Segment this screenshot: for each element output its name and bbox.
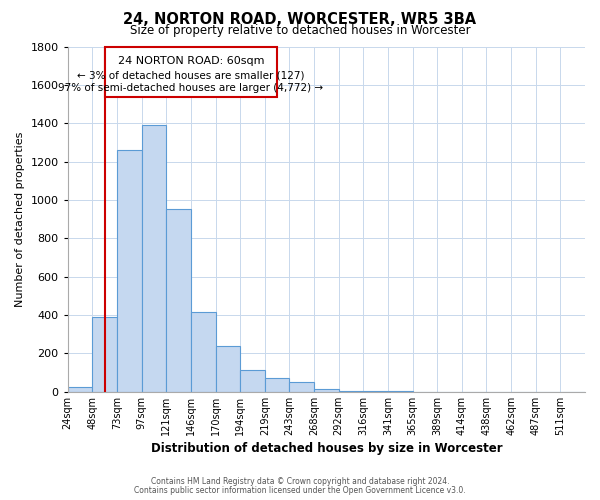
Text: 24, NORTON ROAD, WORCESTER, WR5 3BA: 24, NORTON ROAD, WORCESTER, WR5 3BA: [124, 12, 476, 28]
Bar: [215, 346, 240, 392]
X-axis label: Distribution of detached houses by size in Worcester: Distribution of detached houses by size …: [151, 442, 502, 455]
Bar: [314, 388, 338, 392]
Bar: [338, 390, 364, 392]
Bar: [166, 210, 191, 392]
Text: 24 NORTON ROAD: 60sqm: 24 NORTON ROAD: 60sqm: [118, 56, 264, 66]
Y-axis label: Number of detached properties: Number of detached properties: [15, 132, 25, 306]
Text: 97% of semi-detached houses are larger (4,772) →: 97% of semi-detached houses are larger (…: [58, 83, 323, 93]
Bar: [364, 390, 388, 392]
Text: Contains public sector information licensed under the Open Government Licence v3: Contains public sector information licen…: [134, 486, 466, 495]
Bar: [92, 317, 117, 392]
Text: ← 3% of detached houses are smaller (127): ← 3% of detached houses are smaller (127…: [77, 71, 305, 81]
Text: Size of property relative to detached houses in Worcester: Size of property relative to detached ho…: [130, 24, 470, 37]
Bar: [191, 312, 215, 392]
Bar: [142, 125, 166, 392]
Bar: [104, 46, 277, 98]
Bar: [117, 150, 142, 392]
Bar: [68, 386, 92, 392]
Text: Contains HM Land Registry data © Crown copyright and database right 2024.: Contains HM Land Registry data © Crown c…: [151, 477, 449, 486]
Bar: [240, 370, 265, 392]
Bar: [289, 382, 314, 392]
Bar: [265, 378, 289, 392]
